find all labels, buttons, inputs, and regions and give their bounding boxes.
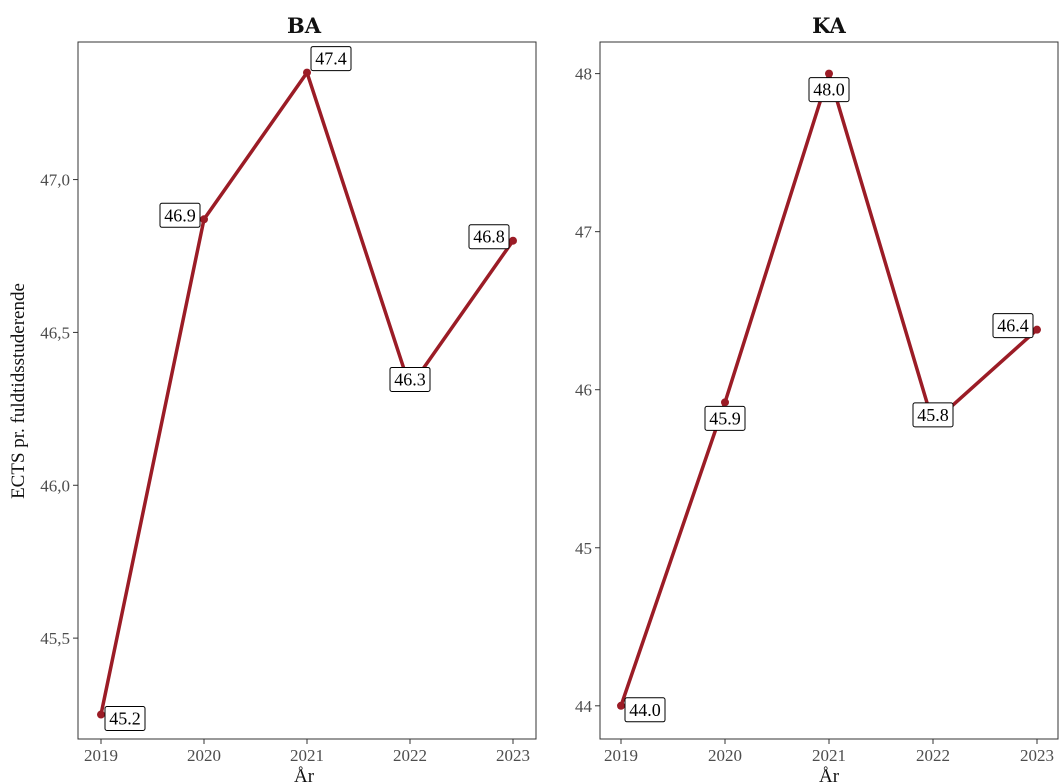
data-point (617, 701, 625, 710)
x-tick-label: 2021 (812, 746, 846, 765)
data-point (97, 710, 105, 719)
points-ka (617, 69, 1041, 710)
x-axis-title-ka: År (819, 766, 840, 784)
data-label-box (468, 224, 510, 250)
data-point (1033, 325, 1041, 334)
data-label: 46.4 (992, 313, 1034, 339)
panel-title-ba: BA (287, 13, 322, 38)
data-label-box (808, 77, 850, 103)
panel-title-ka: KA (812, 13, 846, 38)
data-label: 45.8 (912, 402, 954, 428)
data-point (509, 236, 517, 245)
data-label-text: 45.2 (109, 709, 141, 729)
data-label: 46.8 (468, 224, 510, 250)
y-tick-label: 46 (575, 381, 592, 400)
data-label: 45.2 (104, 706, 146, 732)
data-point (200, 215, 208, 224)
y-tick-label: 46,0 (40, 476, 70, 495)
data-label: 45.9 (704, 405, 746, 431)
x-tick-label: 2019 (604, 746, 638, 765)
data-label: 46.9 (159, 202, 201, 228)
data-label-text: 48.0 (813, 80, 845, 100)
data-label-box (104, 706, 146, 732)
data-point (721, 398, 729, 407)
series-line-ba (99, 70, 515, 715)
y-tick-label: 47 (575, 223, 593, 242)
y-axis-title: ECTS pr. fuldtidsstuderende (8, 283, 29, 499)
y-tick-label: 44 (575, 697, 593, 716)
y-axis-ka: 44 45 46 47 48 (575, 65, 600, 716)
y-tick-label: 45 (575, 539, 592, 558)
data-label-text: 46.3 (394, 369, 426, 389)
x-tick-label: 2020 (708, 746, 742, 765)
y-tick-label: 47,0 (40, 171, 70, 190)
panel-ba: BA 45,5 46,0 46,5 47,0 2019 2020 2021 2022 2023… (8, 13, 537, 784)
data-labels-ba: 45.2 46.9 47.4 46.3 46.8 (104, 46, 510, 732)
data-labels-ka: 44.0 45.9 48.0 45.8 46.4 (624, 77, 1034, 723)
y-tick-label: 48 (575, 65, 592, 84)
data-label-box (159, 202, 201, 228)
x-tick-label: 2023 (496, 746, 530, 765)
x-tick-label: 2020 (187, 746, 221, 765)
data-label: 48.0 (808, 77, 850, 103)
data-label-text: 45.9 (709, 408, 741, 428)
y-tick-label: 46,5 (40, 323, 70, 342)
data-label-box (992, 313, 1034, 339)
data-label: 46.3 (389, 366, 431, 392)
data-label-text: 45.8 (917, 405, 949, 425)
data-label: 44.0 (624, 697, 666, 723)
x-tick-label: 2023 (1020, 746, 1054, 765)
x-axis-title-ba: År (294, 766, 315, 784)
data-label-text: 44.0 (629, 700, 661, 720)
data-label-box (310, 46, 352, 72)
x-tick-label: 2019 (84, 746, 118, 765)
plot-area-ka (599, 41, 1059, 740)
data-label-box (389, 366, 431, 392)
data-label-box (912, 402, 954, 428)
x-tick-label: 2021 (290, 746, 324, 765)
points-ba (97, 68, 517, 719)
data-label-text: 46.8 (473, 227, 505, 247)
x-tick-label: 2022 (916, 746, 950, 765)
data-label-text: 46.9 (164, 205, 196, 225)
series-line-ka (619, 71, 1039, 707)
y-tick-label: 45,5 (40, 629, 70, 648)
x-tick-label: 2022 (393, 746, 427, 765)
x-axis-ba: 2019 2020 2021 2022 2023 (84, 739, 530, 765)
x-axis-ka: 2019 2020 2021 2022 2023 (604, 739, 1054, 765)
data-label-text: 46.4 (997, 316, 1029, 336)
data-label: 47.4 (310, 46, 352, 72)
data-label-box (624, 697, 666, 723)
data-point (303, 68, 311, 77)
plot-area-ba (77, 41, 537, 740)
data-label-text: 47.4 (315, 49, 347, 69)
data-label-box (704, 405, 746, 431)
data-point (825, 69, 833, 78)
y-axis-ba: 45,5 46,0 46,5 47,0 (40, 171, 78, 648)
